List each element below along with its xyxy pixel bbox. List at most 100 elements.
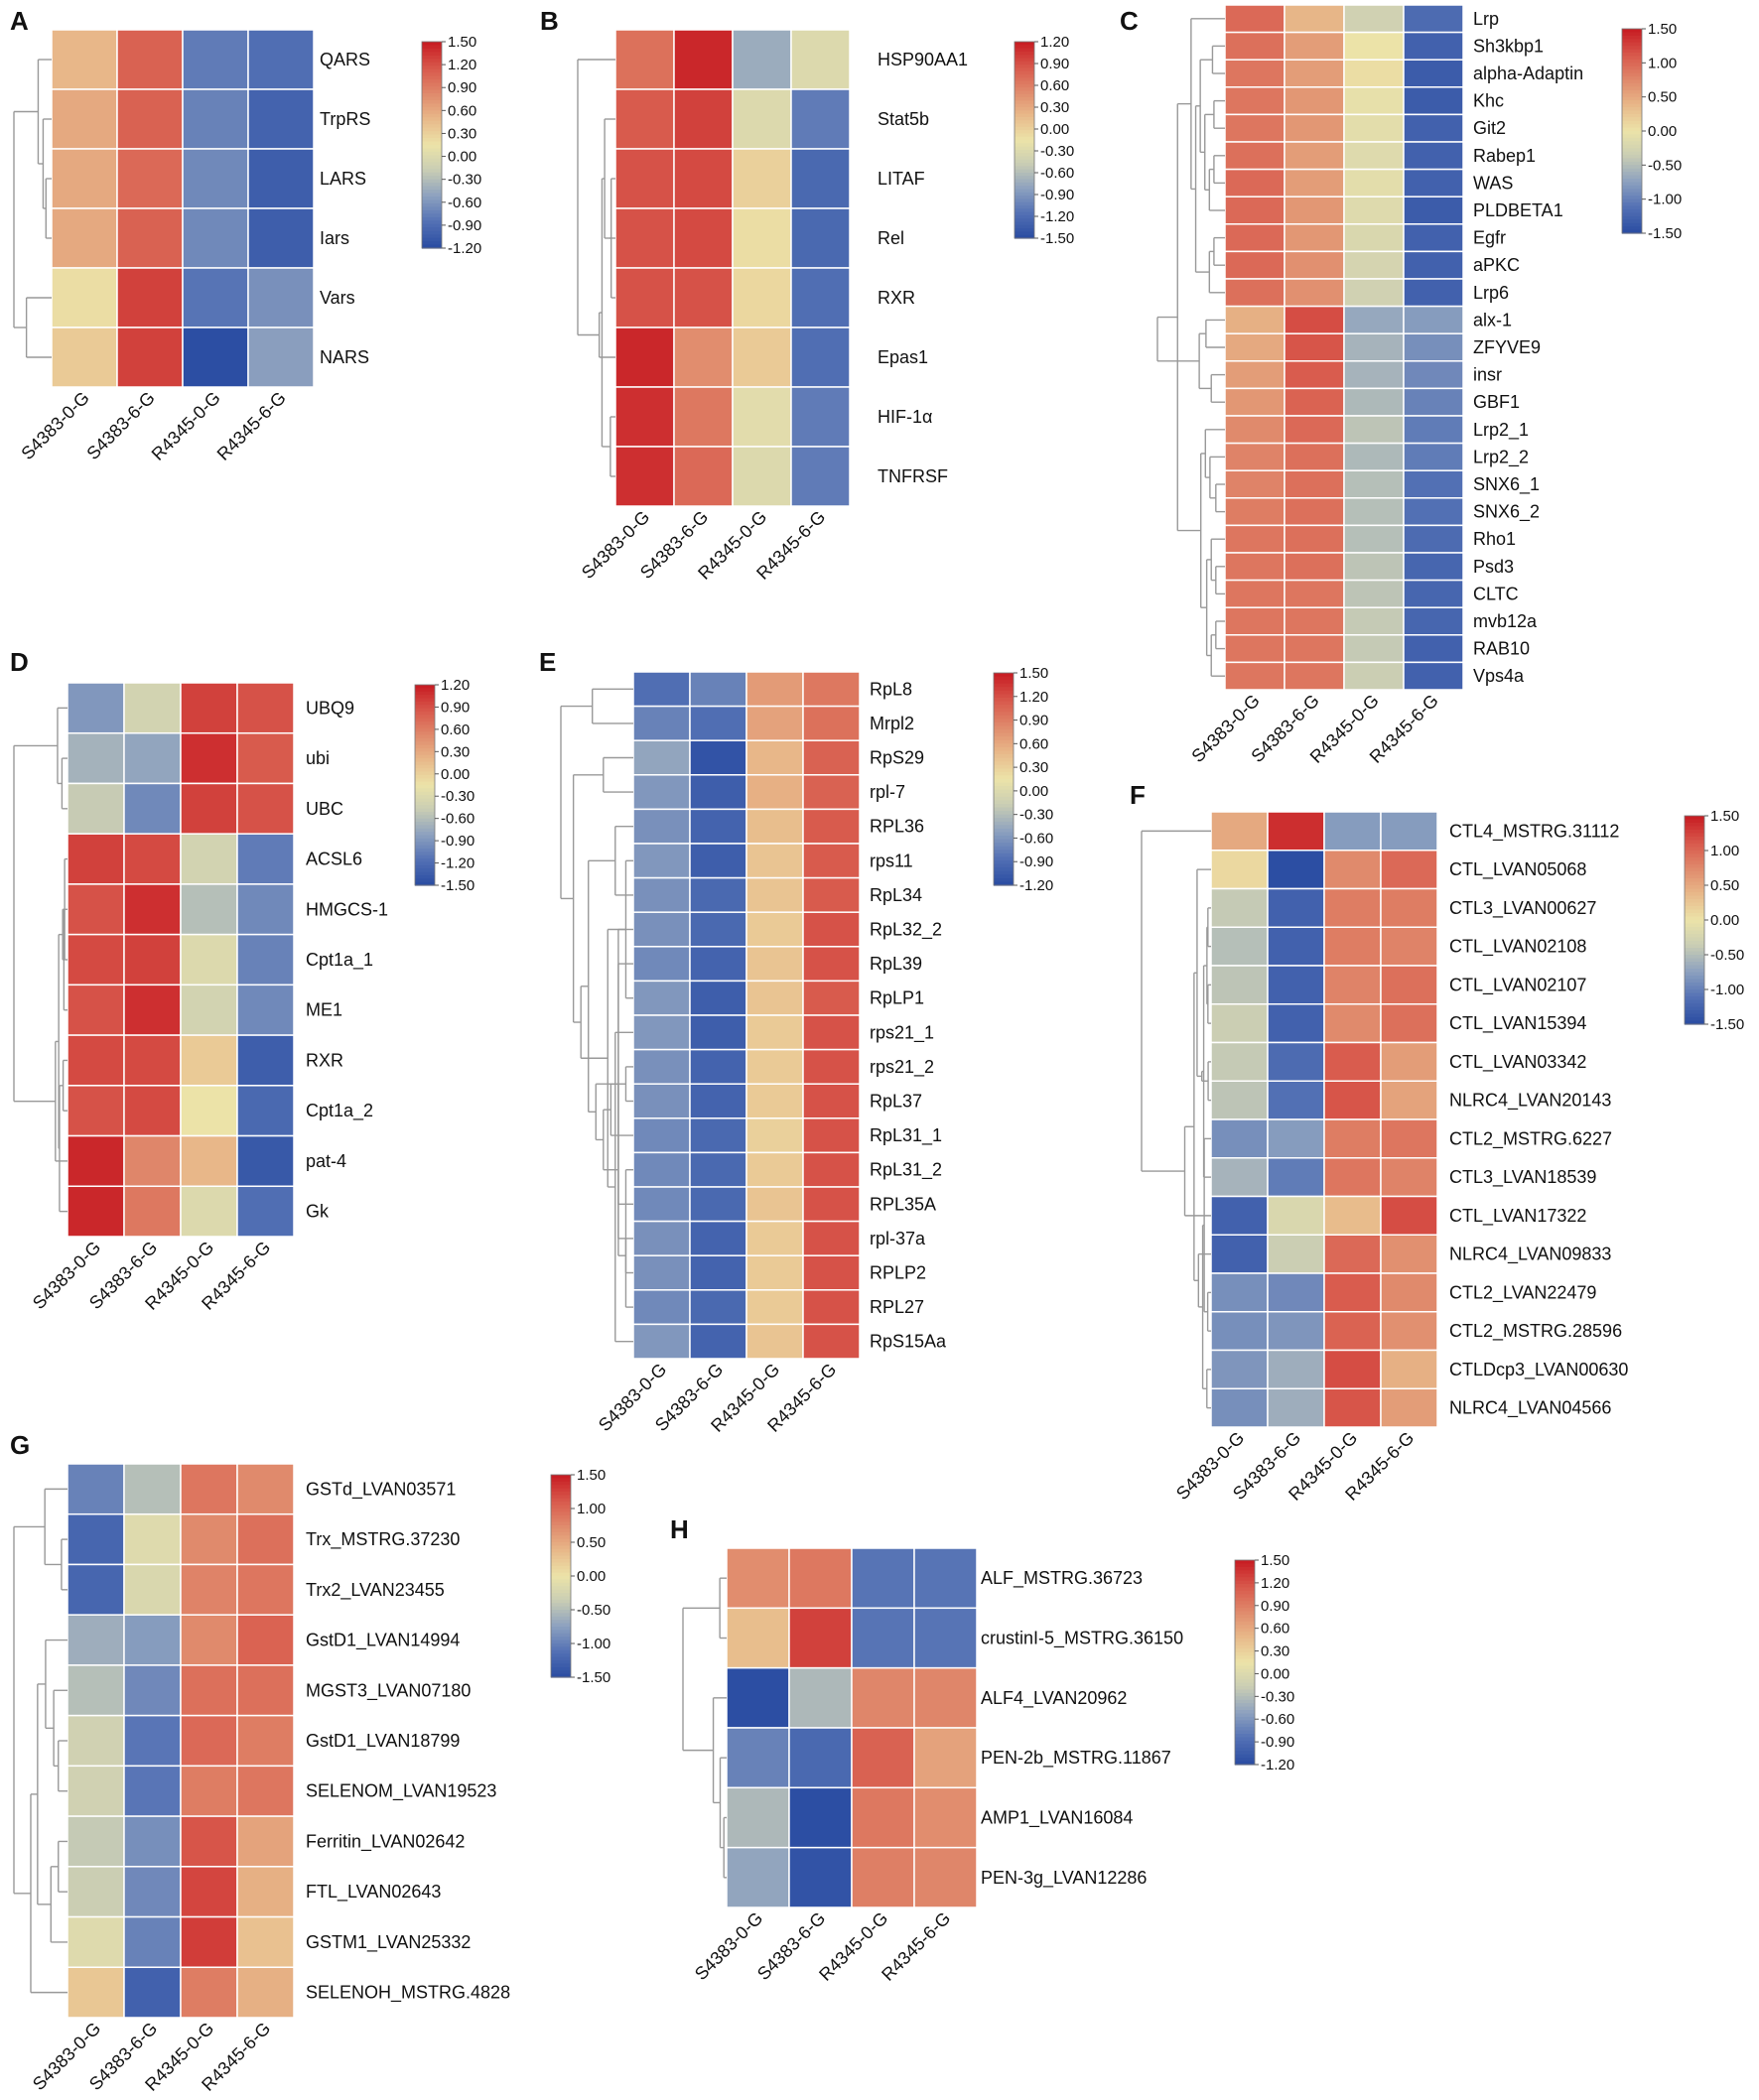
colorbar-gradient-step	[1622, 198, 1642, 203]
heatmap-cell	[1224, 415, 1285, 445]
heatmap-cell	[632, 1254, 691, 1291]
heatmap-cell	[1210, 1080, 1269, 1120]
row-label: LARS	[320, 169, 366, 189]
colorbar-gradient-step	[1015, 107, 1034, 111]
colorbar-gradient-step	[1685, 874, 1704, 879]
colorbar-gradient-step	[1685, 972, 1704, 977]
colorbar-gradient-step	[422, 48, 442, 53]
colorbar-gradient-step	[415, 822, 435, 826]
heatmap-cell	[689, 1083, 747, 1119]
heatmap-cell	[632, 1048, 691, 1085]
colorbar-gradient-step	[994, 743, 1014, 748]
colorbar-gradient-step	[994, 796, 1014, 801]
colorbar-gradient-step	[994, 701, 1014, 706]
colorbar-tick-label: -0.90	[1261, 1734, 1294, 1751]
heatmap-cell	[726, 1607, 790, 1669]
row-label: RpS29	[870, 748, 924, 768]
colorbar-tick-label: 0.90	[448, 79, 476, 96]
panel-letter: G	[10, 1430, 30, 1460]
colorbar-gradient-step	[551, 1535, 571, 1540]
row-label: aPKC	[1473, 255, 1520, 275]
heatmap-cell	[1343, 278, 1405, 308]
colorbar-gradient-step	[1235, 1679, 1255, 1684]
heatmap-cell	[247, 148, 315, 209]
colorbar-gradient-step	[422, 110, 442, 115]
colorbar-tick-label: -0.60	[1261, 1711, 1294, 1728]
heatmap-cell	[67, 1915, 125, 1969]
colorbar-gradient-step	[415, 858, 435, 863]
colorbar-gradient-step	[1015, 120, 1034, 125]
colorbar-gradient-step	[415, 795, 435, 800]
colorbar-gradient-step	[994, 768, 1014, 773]
colorbar-tick-label: 0.60	[1261, 1621, 1289, 1638]
heatmap-cell	[236, 1765, 295, 1817]
colorbar-gradient-step	[551, 1509, 571, 1512]
column-label: R4345-6-G	[213, 388, 290, 464]
heatmap-cell	[632, 705, 691, 741]
panel-letter: C	[1120, 6, 1139, 36]
heatmap-cell	[913, 1727, 978, 1789]
colorbar-gradient-step	[994, 863, 1014, 868]
colorbar-gradient-step	[994, 732, 1014, 737]
colorbar-gradient-step	[422, 244, 442, 249]
colorbar-gradient-step	[1015, 234, 1034, 239]
heatmap-cell	[745, 1220, 804, 1256]
heatmap-cell	[180, 1463, 238, 1515]
colorbar-gradient-step	[422, 42, 442, 47]
colorbar-gradient-step	[1235, 1577, 1255, 1582]
colorbar-gradient-step	[551, 1599, 571, 1604]
heatmap-cell	[1267, 1387, 1325, 1428]
heatmap-cell	[689, 774, 747, 811]
heatmap-cell	[1284, 552, 1345, 582]
heatmap-cell	[802, 1014, 861, 1051]
colorbar-gradient-step	[1015, 48, 1034, 53]
colorbar-gradient-step	[415, 718, 435, 722]
colorbar-gradient-step	[994, 697, 1014, 703]
colorbar-gradient-step	[1015, 163, 1034, 167]
colorbar-gradient-step	[422, 86, 442, 91]
heatmap-cell	[247, 327, 315, 388]
colorbar-gradient-step	[551, 1559, 571, 1563]
heatmap-cell	[632, 1289, 691, 1326]
heatmap-cell	[180, 1185, 238, 1238]
heatmap-cell	[67, 933, 125, 986]
colorbar-gradient-step	[551, 1505, 571, 1509]
heatmap-cell	[732, 207, 792, 269]
colorbar-gradient-step	[994, 839, 1014, 844]
colorbar-gradient-step	[1015, 116, 1034, 121]
heatmap-cell	[673, 29, 734, 90]
column-label: S4383-6-G	[82, 388, 158, 463]
colorbar-gradient-step	[1622, 110, 1642, 115]
colorbar-tick-label: 0.00	[441, 766, 470, 783]
colorbar-gradient-step	[415, 715, 435, 720]
colorbar-gradient-step	[994, 746, 1014, 752]
row-label: HMGCS-1	[306, 899, 388, 919]
colorbar-gradient-step	[1015, 179, 1034, 184]
colorbar-gradient-step	[1015, 87, 1034, 92]
colorbar-gradient-step	[1015, 133, 1034, 138]
heatmap-cell	[802, 1220, 861, 1256]
heatmap-cell	[180, 984, 238, 1036]
colorbar-gradient-step	[1622, 69, 1642, 74]
row-label: CTL_LVAN02107	[1449, 975, 1586, 995]
colorbar-gradient-step	[994, 683, 1014, 688]
colorbar-gradient-step	[415, 854, 435, 859]
colorbar-gradient-step	[551, 1582, 571, 1587]
colorbar-gradient-step	[1015, 159, 1034, 164]
colorbar-gradient-step	[422, 89, 442, 94]
colorbar-gradient-step	[1235, 1703, 1255, 1708]
colorbar-gradient-step	[1622, 86, 1642, 91]
heatmap-cell	[1210, 926, 1269, 967]
colorbar-gradient-step	[1685, 958, 1704, 963]
colorbar-gradient-step	[1622, 113, 1642, 118]
colorbar-gradient-step	[422, 55, 442, 60]
heatmap-cell	[180, 1966, 238, 2019]
colorbar-gradient-step	[1235, 1675, 1255, 1680]
heatmap-cell	[1403, 250, 1464, 280]
colorbar-gradient-step	[1622, 82, 1642, 87]
heatmap-cell	[632, 980, 691, 1016]
colorbar-gradient-step	[1685, 955, 1704, 960]
colorbar-gradient-step	[422, 172, 442, 177]
heatmap-cell	[1403, 113, 1464, 143]
heatmap-cell	[1403, 168, 1464, 197]
